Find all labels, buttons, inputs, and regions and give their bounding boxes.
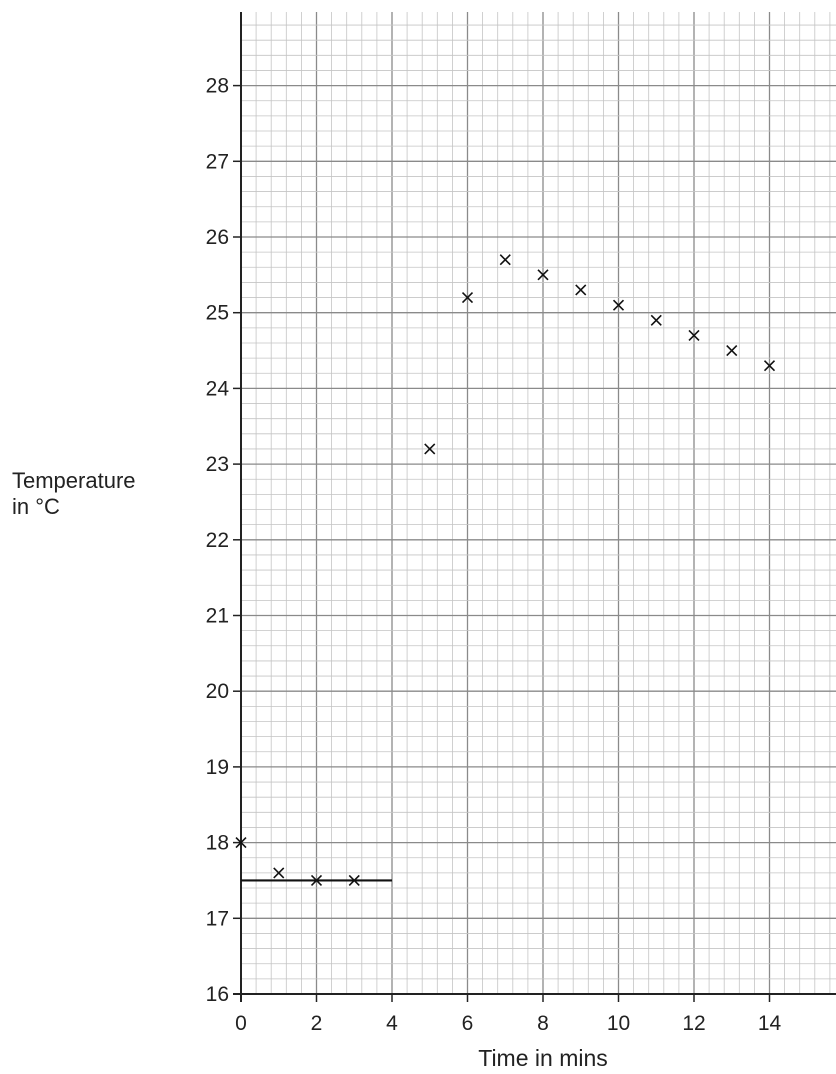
y-tick-label: 21	[206, 605, 229, 628]
x-tick-label: 6	[462, 1012, 474, 1035]
y-tick-label: 22	[206, 529, 229, 552]
y-tick-label: 16	[206, 983, 229, 1006]
grid-paper	[240, 12, 836, 995]
marker-stroke	[575, 284, 587, 296]
data-point-marker	[537, 269, 549, 281]
marker-stroke	[310, 874, 323, 887]
x-tick-label: 14	[758, 1012, 782, 1035]
data-point-marker	[575, 284, 587, 296]
marker-stroke	[650, 314, 662, 326]
data-point-marker	[235, 837, 247, 849]
data-point-marker	[726, 344, 738, 357]
marker-stroke	[348, 874, 360, 887]
y-axis-title-line-1: Temperature	[12, 468, 136, 493]
data-points	[235, 254, 776, 887]
data-point-marker	[424, 443, 436, 455]
data-point-marker	[763, 360, 776, 372]
y-tick-label: 17	[206, 907, 229, 930]
marker-stroke	[273, 867, 285, 879]
y-tick-label: 26	[206, 226, 229, 249]
marker-stroke	[726, 344, 738, 357]
marker-stroke	[424, 443, 436, 455]
x-tick-label: 10	[607, 1012, 630, 1035]
marker-stroke	[612, 299, 625, 311]
data-point-marker	[499, 254, 511, 266]
y-axis-title-line-2: in °C	[12, 494, 60, 519]
axes	[233, 12, 836, 1002]
x-tick-label: 0	[235, 1012, 247, 1035]
y-axis-title: Temperature in °C	[12, 468, 136, 520]
y-tick-label: 25	[206, 302, 229, 325]
marker-stroke	[763, 360, 776, 372]
marker-stroke	[499, 254, 511, 266]
marker-stroke	[235, 837, 247, 849]
data-point-marker	[348, 874, 360, 887]
y-tick-label: 23	[206, 453, 229, 476]
data-point-marker	[273, 867, 285, 879]
data-point-marker	[310, 874, 323, 887]
y-tick-label: 18	[206, 832, 229, 855]
data-point-marker	[650, 314, 662, 326]
x-tick-label: 8	[537, 1012, 549, 1035]
marker-stroke	[461, 291, 474, 304]
data-point-marker	[612, 299, 625, 311]
y-tick-label: 28	[206, 75, 229, 98]
y-tick-label: 27	[206, 150, 229, 173]
marker-stroke	[688, 329, 700, 341]
data-point-marker	[688, 329, 700, 341]
y-tick-label: 20	[206, 680, 229, 703]
x-axis-title: Time in mins	[478, 1045, 608, 1071]
data-point-marker	[461, 291, 474, 304]
marker-stroke	[537, 269, 549, 281]
x-tick-label: 12	[682, 1012, 705, 1035]
x-tick-label: 2	[311, 1012, 323, 1035]
y-tick-label: 24	[206, 377, 230, 400]
x-tick-label: 4	[386, 1012, 398, 1035]
y-tick-label: 19	[206, 756, 229, 779]
